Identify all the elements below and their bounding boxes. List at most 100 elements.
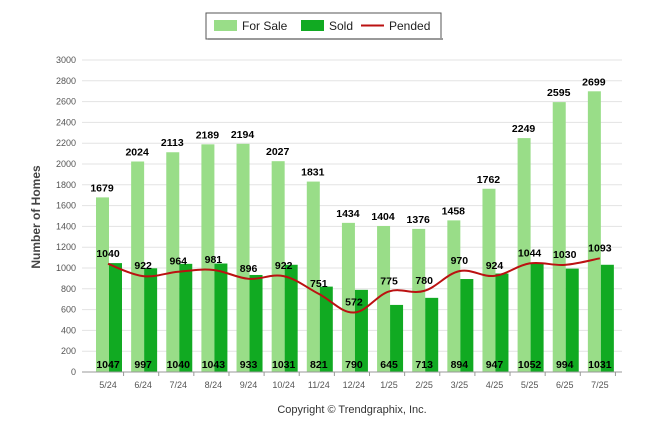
legend-swatch-for-sale [214, 20, 237, 31]
sold-bar [354, 289, 368, 372]
legend-label: For Sale [242, 19, 288, 33]
sold-bar [530, 262, 544, 372]
for-sale-bar [341, 222, 355, 372]
x-tick-label: 7/24 [170, 380, 188, 390]
sold-value-label: 1031 [272, 359, 296, 371]
sold-value-label: 997 [134, 359, 152, 371]
y-tick-label: 3000 [56, 55, 76, 65]
for-sale-bar [271, 161, 285, 372]
pended-value-label: 922 [275, 260, 293, 272]
x-tick-label: 1/25 [380, 380, 398, 390]
sold-value-label: 1040 [167, 359, 191, 371]
for-sale-value-label: 1376 [407, 214, 431, 226]
pended-value-label: 775 [380, 275, 398, 287]
for-sale-value-label: 2699 [582, 76, 606, 88]
sold-value-label: 1047 [96, 359, 120, 371]
for-sale-value-label: 1762 [477, 174, 501, 186]
sold-bar [284, 264, 298, 372]
sold-value-label: 821 [310, 359, 328, 371]
sold-bar [179, 263, 193, 372]
sold-bar [495, 273, 509, 372]
y-axis-label: Number of Homes [29, 165, 43, 269]
pended-value-label: 970 [451, 255, 469, 267]
for-sale-value-label: 2027 [266, 146, 290, 158]
for-sale-value-label: 1831 [301, 167, 325, 179]
for-sale-value-label: 2189 [196, 129, 220, 141]
sold-bar [319, 286, 333, 372]
pended-value-label: 780 [415, 275, 433, 287]
legend-shadow [208, 38, 443, 40]
y-tick-label: 2800 [56, 76, 76, 86]
sold-value-label: 933 [240, 359, 258, 371]
y-tick-label: 400 [61, 325, 76, 335]
y-tick-label: 2400 [56, 117, 76, 127]
for-sale-value-label: 2249 [512, 123, 536, 135]
for-sale-bar [166, 152, 180, 372]
legend-label: Sold [329, 19, 353, 33]
x-tick-label: 2/25 [415, 380, 433, 390]
sold-value-label: 994 [556, 359, 574, 371]
x-tick-label: 5/25 [521, 380, 539, 390]
sold-value-label: 645 [380, 359, 398, 371]
x-tick-label: 7/25 [591, 380, 609, 390]
pended-value-label: 964 [170, 256, 188, 268]
sold-bar [214, 263, 228, 372]
sold-value-label: 1031 [588, 359, 612, 371]
sold-value-label: 790 [345, 359, 363, 371]
pended-value-label: 1044 [518, 247, 542, 259]
x-tick-label: 3/25 [451, 380, 469, 390]
for-sale-value-label: 2595 [547, 87, 571, 99]
x-tick-label: 12/24 [343, 380, 366, 390]
y-tick-label: 1600 [56, 201, 76, 211]
x-tick-label: 10/24 [272, 380, 295, 390]
for-sale-value-label: 2194 [231, 129, 255, 141]
pended-value-label: 922 [134, 260, 152, 272]
sold-bar [565, 268, 579, 372]
sold-bar [144, 268, 158, 372]
for-sale-bar [412, 228, 426, 372]
for-sale-value-label: 2024 [125, 147, 149, 159]
data-labels-group: 1679 2024 2113 2189 2194 2027 1831 1434 1404 1376… [90, 76, 611, 371]
pended-value-label: 896 [240, 263, 258, 275]
sold-value-label: 1052 [518, 359, 542, 371]
sold-bar [390, 304, 404, 372]
pended-value-label: 751 [310, 278, 328, 290]
pended-value-label: 1093 [588, 242, 612, 254]
sold-value-label: 1043 [202, 359, 226, 371]
x-tick-label: 4/25 [486, 380, 504, 390]
pended-value-label: 1030 [553, 249, 577, 261]
for-sale-value-label: 1404 [371, 211, 395, 223]
x-tick-label: 6/24 [134, 380, 152, 390]
copyright-text: Copyright © Trendgraphix, Inc. [277, 404, 426, 416]
for-sale-bar [482, 188, 496, 372]
pended-value-label: 924 [486, 260, 504, 272]
sold-bar [600, 264, 614, 372]
y-tick-label: 600 [61, 305, 76, 315]
pended-value-label: 572 [345, 297, 363, 309]
for-sale-value-label: 1434 [336, 208, 360, 220]
pended-line-group [107, 257, 601, 314]
y-tick-label: 200 [61, 346, 76, 356]
for-sale-value-label: 1679 [90, 182, 114, 194]
for-sale-bar [306, 181, 320, 372]
x-tick-label: 11/24 [308, 380, 330, 390]
y-tick-label: 2600 [56, 97, 76, 107]
x-tick-label: 5/24 [99, 380, 117, 390]
y-tick-label: 1800 [56, 180, 76, 190]
for-sale-bar [517, 138, 531, 372]
pended-value-label: 981 [205, 254, 223, 266]
y-tick-label: 800 [61, 284, 76, 294]
y-tick-label: 1400 [56, 221, 76, 231]
sold-bar [109, 263, 122, 372]
sold-value-label: 947 [486, 359, 504, 371]
for-sale-value-label: 2113 [161, 137, 184, 149]
legend[interactable]: For Sale Sold Pended [205, 12, 443, 40]
for-sale-bar [377, 225, 391, 372]
for-sale-bar [447, 220, 461, 372]
y-tick-label: 0 [71, 367, 76, 377]
pended-value-label: 1040 [96, 248, 120, 260]
for-sale-bar [201, 144, 215, 372]
y-tick-label: 1000 [56, 263, 76, 273]
